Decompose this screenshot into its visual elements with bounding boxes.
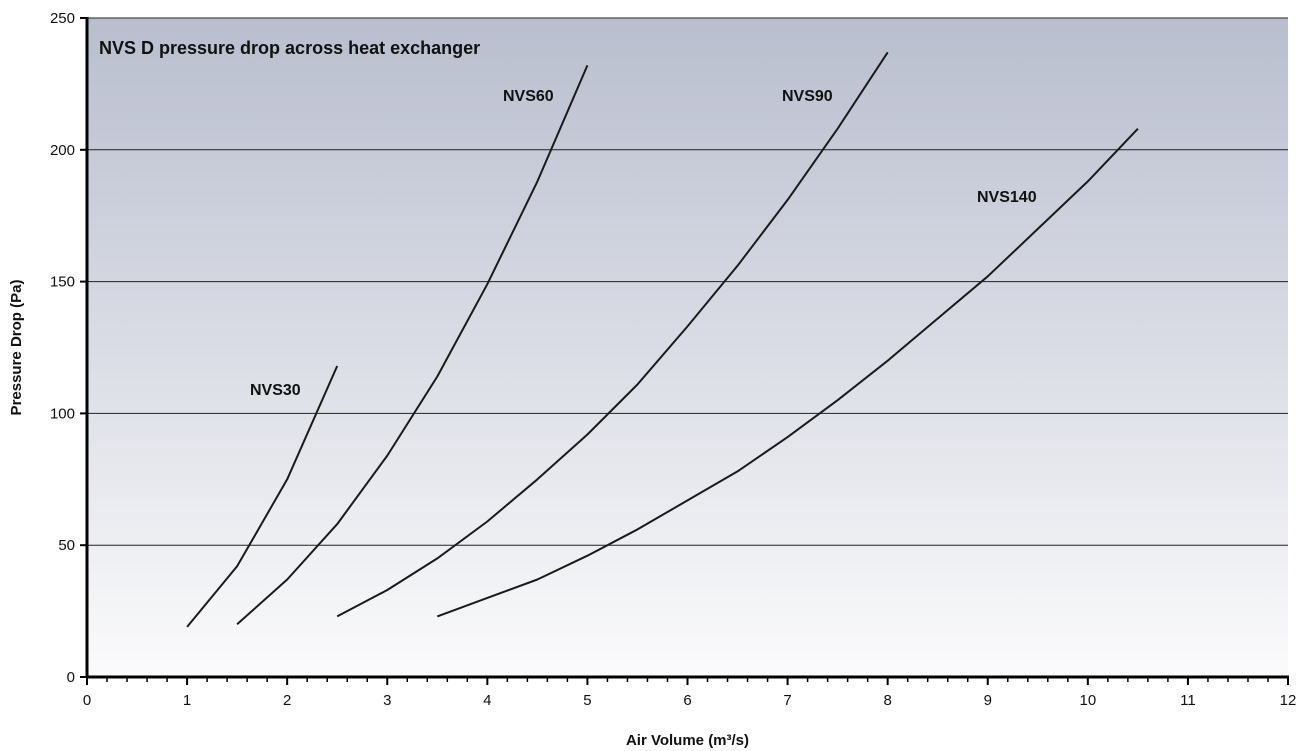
x-tick-label: 6 [683, 692, 691, 709]
axes [80, 17, 1289, 685]
series-line-nvs30 [186, 365, 339, 628]
series-label-nvs140: NVS140 [977, 189, 1037, 206]
chart-title: NVS D pressure drop across heat exchange… [99, 38, 480, 58]
x-tick-label: 7 [783, 692, 791, 709]
x-tick-label: 12 [1280, 692, 1297, 709]
x-tick-label: 4 [483, 692, 491, 709]
x-tick-label: 2 [283, 692, 291, 709]
x-tick-label: 8 [883, 692, 891, 709]
series-line-nvs90 [336, 51, 889, 618]
plot-background [87, 18, 1288, 677]
x-tick-label: 1 [183, 692, 191, 709]
series-label-nvs90: NVS90 [782, 88, 833, 105]
y-tick-label: 250 [50, 10, 75, 27]
x-tick-label: 5 [583, 692, 591, 709]
y-tick-label: 0 [67, 669, 75, 686]
series-label-nvs30: NVS30 [250, 382, 301, 399]
x-tick-label: 0 [83, 692, 91, 709]
y-tick-label: 200 [50, 142, 75, 159]
series-label-nvs60: NVS60 [503, 88, 554, 105]
grid-lines [87, 17, 1288, 546]
x-axis-title: Air Volume (m³/s) [626, 732, 749, 749]
x-tick-label: 3 [383, 692, 391, 709]
labels: 0 1 2 3 4 5 6 7 8 9 10 11 12050100150200250NVS30NVS6… [50, 10, 1296, 709]
y-tick-label: 100 [50, 405, 75, 422]
x-tick-label: 9 [984, 692, 992, 709]
x-tick-label: 11 [1180, 692, 1196, 709]
series-line-nvs140 [436, 128, 1139, 618]
y-axis-title: Pressure Drop (Pa) [8, 280, 25, 416]
y-tick-label: 50 [58, 537, 75, 554]
x-tick-label: 10 [1079, 692, 1096, 709]
series-line-nvs60 [236, 65, 589, 626]
series-lines [186, 51, 1139, 628]
y-tick-label: 150 [50, 274, 75, 291]
